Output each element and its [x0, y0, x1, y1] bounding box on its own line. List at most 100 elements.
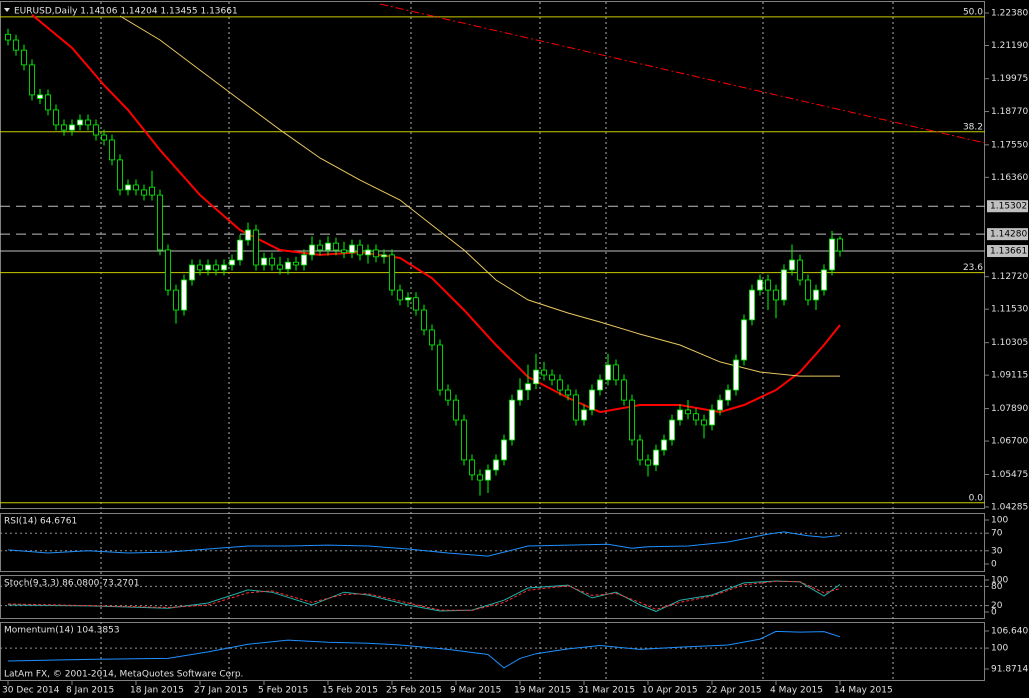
candle-body: [589, 389, 595, 411]
candle-body: [149, 186, 155, 196]
candle-body: [237, 239, 243, 261]
indicator-line: [7, 531, 841, 557]
candle-body: [613, 364, 619, 381]
x-tick-label: 14 May 2015: [834, 686, 893, 696]
candle-body: [173, 289, 179, 311]
y-tick-label: 100: [991, 516, 1008, 526]
candle-body: [317, 244, 323, 251]
y-tick-label: 70: [991, 529, 1003, 539]
y-tick-label: 80: [991, 582, 1003, 592]
candle-body: [829, 238, 835, 271]
candle-body: [501, 439, 507, 461]
y-tick-label: 1.10305: [991, 338, 1028, 348]
candle-body: [261, 257, 267, 266]
candle-body: [637, 439, 643, 461]
y-tick-label: 20: [991, 601, 1003, 611]
x-tick-label: 5 Feb 2015: [258, 686, 308, 696]
y-tick-label: 1.12720: [991, 272, 1028, 282]
x-tick-label: 19 Mar 2015: [514, 686, 571, 696]
candle-body: [413, 297, 419, 311]
x-tick-label: 30 Dec 2014: [2, 686, 60, 696]
candle-body: [429, 329, 435, 346]
y-tick-label: 1.18770: [991, 107, 1028, 117]
candle-body: [725, 389, 731, 401]
y-tick-label: 1.21190: [991, 41, 1028, 51]
candle-body: [325, 242, 331, 251]
candle-body: [797, 259, 803, 281]
candle-body: [645, 459, 651, 466]
fib-label: 50.0: [963, 7, 983, 17]
price-box-label: 1.14280: [990, 230, 1027, 240]
indicator-title: Stoch(9,3,3) 86.0800 73.2701: [4, 579, 139, 589]
candle-body: [141, 189, 147, 196]
candle-body: [565, 389, 571, 396]
candle-body: [525, 383, 531, 391]
candle-body: [397, 289, 403, 301]
fib-label: 23.6: [963, 263, 983, 273]
candle-body: [373, 249, 379, 258]
indicator-title: RSI(14) 64.6761: [4, 517, 77, 527]
x-tick-label: 27 Jan 2015: [194, 686, 248, 696]
candle-body: [229, 259, 235, 266]
candle-body: [533, 369, 539, 385]
candle-body: [69, 124, 75, 131]
candle-body: [509, 399, 515, 441]
price-box: [987, 200, 1028, 213]
candle-body: [437, 344, 443, 391]
y-tick-label: 30: [991, 546, 1003, 556]
candle-body: [133, 184, 139, 191]
candle-body: [621, 379, 627, 401]
y-tick-label: 100: [991, 576, 1008, 586]
candle-body: [405, 297, 411, 301]
candle-body: [221, 264, 227, 271]
candle-body: [301, 254, 307, 266]
x-tick-label: 22 Apr 2015: [706, 686, 762, 696]
momentum-panel: [0, 622, 985, 681]
x-tick-label: 31 Mar 2015: [578, 686, 635, 696]
y-tick-label: 1.19975: [991, 74, 1028, 84]
y-tick-label: 91.8714: [991, 665, 1028, 675]
candle-body: [53, 109, 59, 126]
candle-body: [677, 409, 683, 421]
candle-body: [101, 134, 107, 141]
candle-body: [477, 474, 483, 481]
x-tick-label: 18 Jan 2015: [130, 686, 184, 696]
menu-triangle: [4, 8, 10, 12]
candle-body: [309, 244, 315, 256]
x-tick-label: 8 Jan 2015: [66, 686, 114, 696]
main-panel: [0, 1, 985, 509]
candle-body: [573, 394, 579, 421]
candle-body: [717, 399, 723, 411]
fib-label: 38.2: [963, 122, 983, 132]
candle-body: [749, 289, 755, 321]
x-tick-label: 4 May 2015: [770, 686, 823, 696]
candle-body: [93, 124, 99, 136]
candle-body: [693, 413, 699, 421]
candle-body: [61, 124, 67, 131]
indicator-line: [7, 630, 841, 669]
price-box-label: 1.15302: [990, 202, 1027, 212]
chart-title: EURUSD,Daily 1.14106 1.14204 1.13455 1.1…: [14, 7, 238, 17]
candle-body: [445, 389, 451, 401]
candle-body: [421, 309, 427, 331]
y-tick-label: 106.6401: [991, 627, 1029, 637]
candle-body: [165, 249, 171, 291]
candle-body: [333, 242, 339, 251]
indicator-line: [7, 580, 841, 612]
moving-average: [119, 15, 840, 377]
price-box-label: 1.13661: [990, 247, 1027, 257]
candle-body: [389, 254, 395, 291]
candle-body: [733, 359, 739, 391]
candle-body: [629, 399, 635, 441]
candle-body: [253, 229, 259, 266]
candle-body: [837, 238, 843, 252]
indicator-line: [7, 580, 841, 611]
price-box: [987, 228, 1028, 241]
candle-body: [557, 379, 563, 391]
stoch-panel: [0, 575, 985, 619]
candle-body: [21, 49, 27, 66]
candle-body: [805, 279, 811, 301]
candle-body: [597, 379, 603, 391]
